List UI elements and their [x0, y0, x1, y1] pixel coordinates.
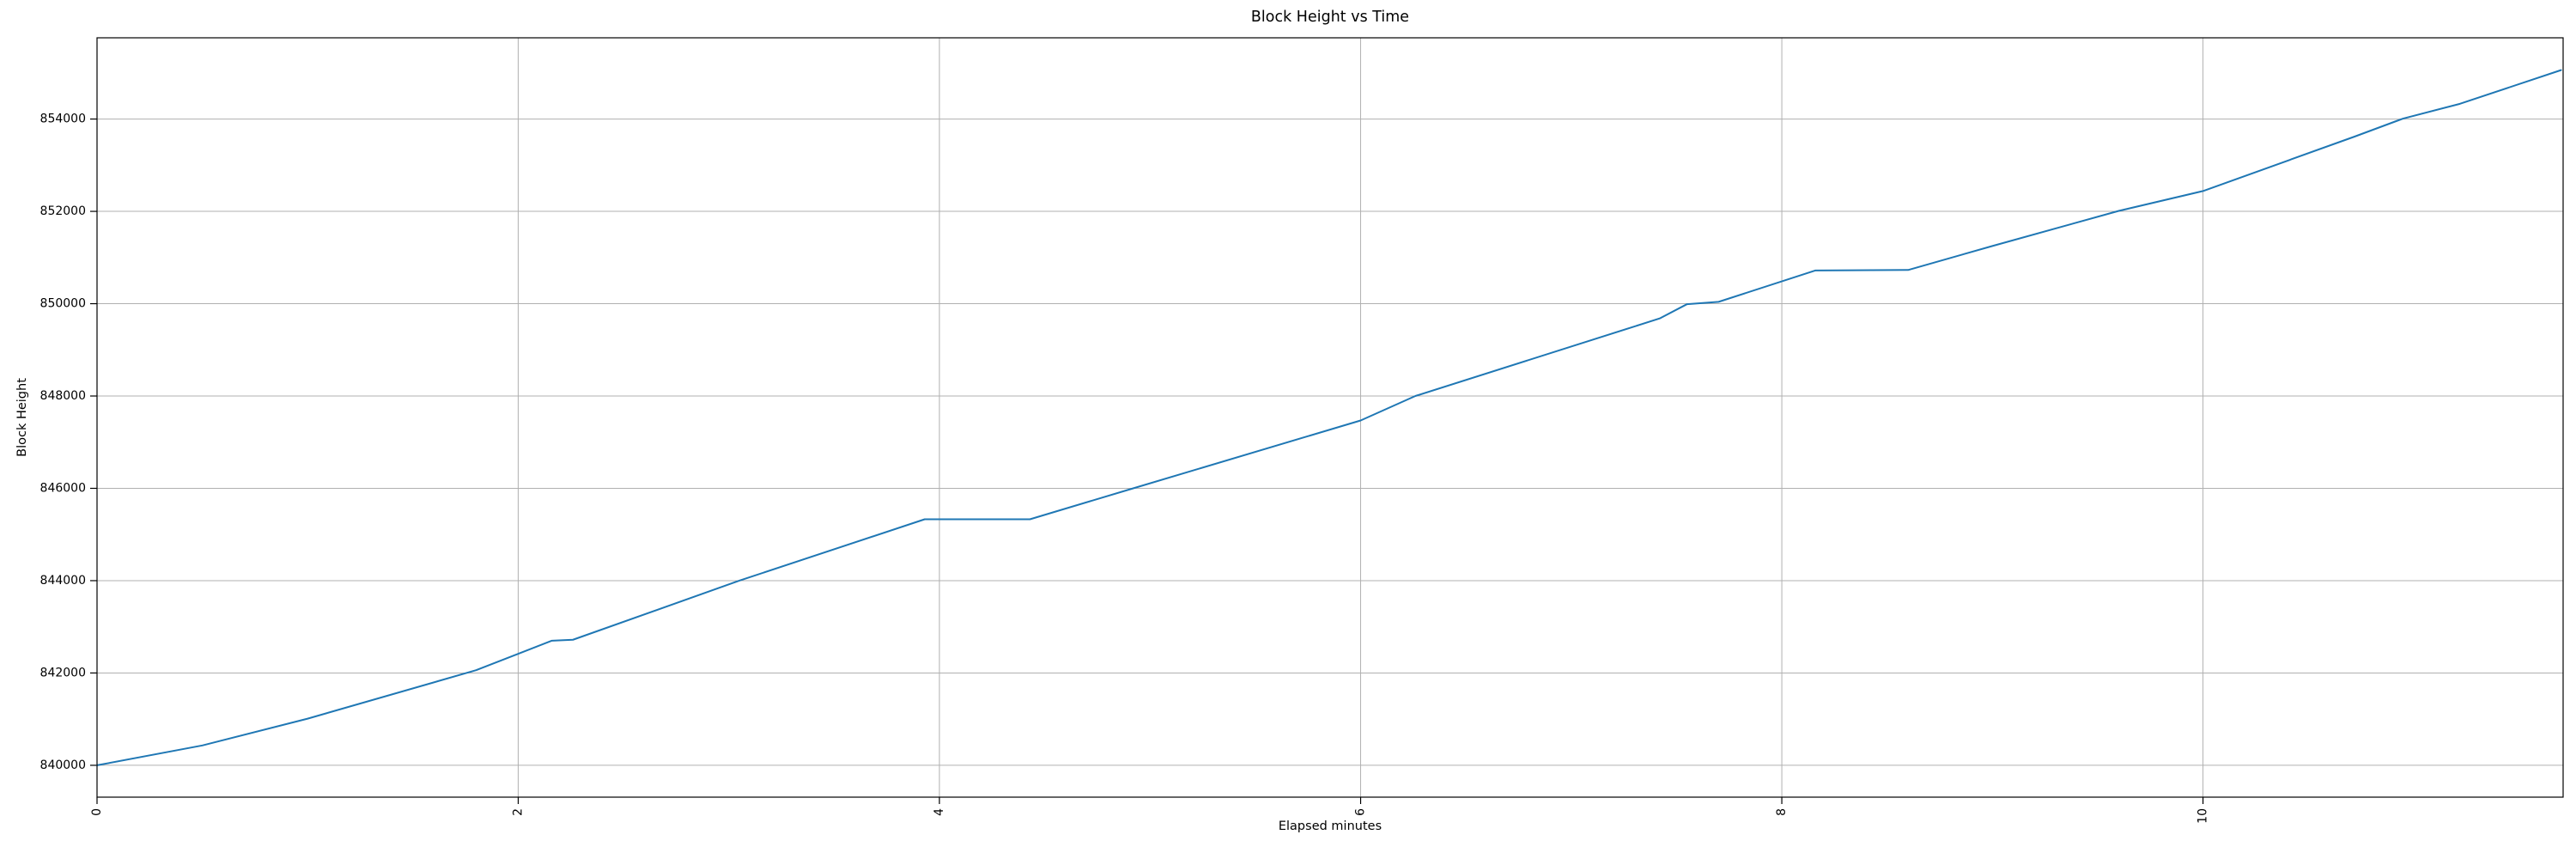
x-tick-label: 4 [933, 808, 946, 816]
block-height-line [96, 69, 2562, 766]
y-tick-label: 844000 [40, 574, 86, 588]
x-tick-label: 8 [1775, 808, 1789, 816]
axis-tick-marks [90, 118, 2204, 804]
x-tick-label: 6 [1354, 808, 1368, 816]
x-tick-label: 2 [512, 808, 526, 816]
chart-title: Block Height vs Time [1251, 9, 1409, 26]
plot-border [96, 37, 2564, 798]
y-tick-label: 840000 [40, 758, 86, 772]
grid-lines [96, 38, 2563, 797]
x-axis-label: Elapsed minutes [1279, 819, 1382, 833]
y-tick-label: 842000 [40, 666, 86, 679]
x-tick-label: 0 [90, 808, 104, 816]
y-tick-label: 854000 [40, 113, 86, 126]
tick-labels: 0 2 4 6 8 10 840000 842000 844000 846000 848000 850… [40, 113, 2210, 824]
data-series [96, 69, 2562, 766]
y-tick-label: 848000 [40, 389, 86, 403]
y-tick-label: 846000 [40, 481, 86, 495]
y-tick-label: 852000 [40, 204, 86, 218]
x-tick-label: 10 [2196, 808, 2210, 824]
y-tick-label: 850000 [40, 297, 86, 311]
y-axis-label: Block Height [15, 378, 29, 457]
